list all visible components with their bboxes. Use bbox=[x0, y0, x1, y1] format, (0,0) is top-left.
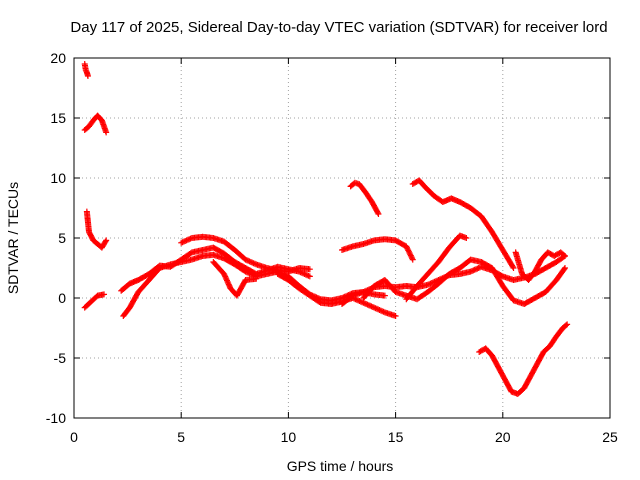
data-point bbox=[392, 313, 399, 319]
series-arc-l bbox=[347, 179, 382, 217]
data-point bbox=[561, 265, 568, 271]
data-point bbox=[408, 253, 415, 260]
x-tick-label: 10 bbox=[281, 429, 297, 445]
data-point bbox=[407, 251, 414, 258]
series-arc-h bbox=[210, 259, 260, 299]
x-tick-label: 25 bbox=[602, 429, 618, 445]
data-point bbox=[404, 246, 411, 253]
x-tick-label: 5 bbox=[177, 429, 185, 445]
x-axis-label: GPS time / hours bbox=[287, 458, 394, 474]
data-point bbox=[306, 273, 313, 280]
axis-ticks: 0 5 10 15 20 25 -10 -5 0 5 10 15 20 bbox=[46, 50, 618, 445]
data-point bbox=[375, 211, 382, 217]
series-arc-c bbox=[83, 208, 110, 251]
series-arc-n bbox=[409, 177, 517, 271]
grid bbox=[74, 58, 610, 418]
series-arc-d bbox=[81, 291, 108, 311]
data-point bbox=[403, 243, 410, 250]
data-point bbox=[563, 322, 570, 329]
y-tick-label: 15 bbox=[50, 110, 66, 126]
data-point bbox=[463, 235, 470, 241]
y-tick-label: 5 bbox=[58, 230, 66, 246]
data-point bbox=[306, 266, 313, 273]
data-point bbox=[403, 244, 410, 251]
data-points bbox=[81, 61, 571, 397]
y-tick-label: -5 bbox=[54, 350, 67, 366]
series-arc-p bbox=[476, 321, 571, 397]
x-tick-label: 20 bbox=[495, 429, 511, 445]
chart-title: Day 117 of 2025, Sidereal Day-to-day VTE… bbox=[70, 19, 607, 36]
series-arc-g bbox=[178, 233, 313, 275]
data-point bbox=[405, 248, 412, 255]
x-tick-label: 15 bbox=[388, 429, 404, 445]
data-point bbox=[405, 247, 412, 254]
data-point bbox=[564, 321, 571, 328]
data-point bbox=[561, 266, 568, 273]
data-point bbox=[409, 255, 416, 262]
series-arc-m bbox=[339, 236, 416, 263]
data-point bbox=[103, 237, 110, 244]
data-point bbox=[509, 263, 516, 270]
y-tick-label: 20 bbox=[50, 50, 66, 66]
series-arc-o bbox=[403, 232, 470, 303]
data-point bbox=[560, 252, 567, 259]
y-tick-label: 0 bbox=[58, 290, 66, 306]
series-arc-a bbox=[81, 61, 91, 79]
y-tick-label: -10 bbox=[46, 410, 66, 426]
data-point bbox=[409, 256, 416, 263]
data-point bbox=[406, 250, 413, 256]
data-point bbox=[253, 275, 260, 282]
y-axis-label: SDTVAR / TECUs bbox=[5, 182, 21, 294]
data-point bbox=[381, 292, 388, 299]
data-point bbox=[510, 265, 517, 271]
series-arc-b bbox=[81, 112, 110, 136]
data-point bbox=[101, 291, 108, 298]
data-point bbox=[407, 252, 414, 259]
data-point bbox=[374, 209, 381, 216]
series-arc-k bbox=[360, 256, 568, 307]
x-tick-label: 0 bbox=[70, 429, 78, 445]
data-point bbox=[561, 253, 568, 259]
y-tick-label: 10 bbox=[50, 170, 66, 186]
series-arc-q bbox=[512, 249, 568, 283]
data-point bbox=[84, 73, 91, 79]
data-point bbox=[102, 238, 109, 245]
data-point bbox=[103, 129, 110, 136]
